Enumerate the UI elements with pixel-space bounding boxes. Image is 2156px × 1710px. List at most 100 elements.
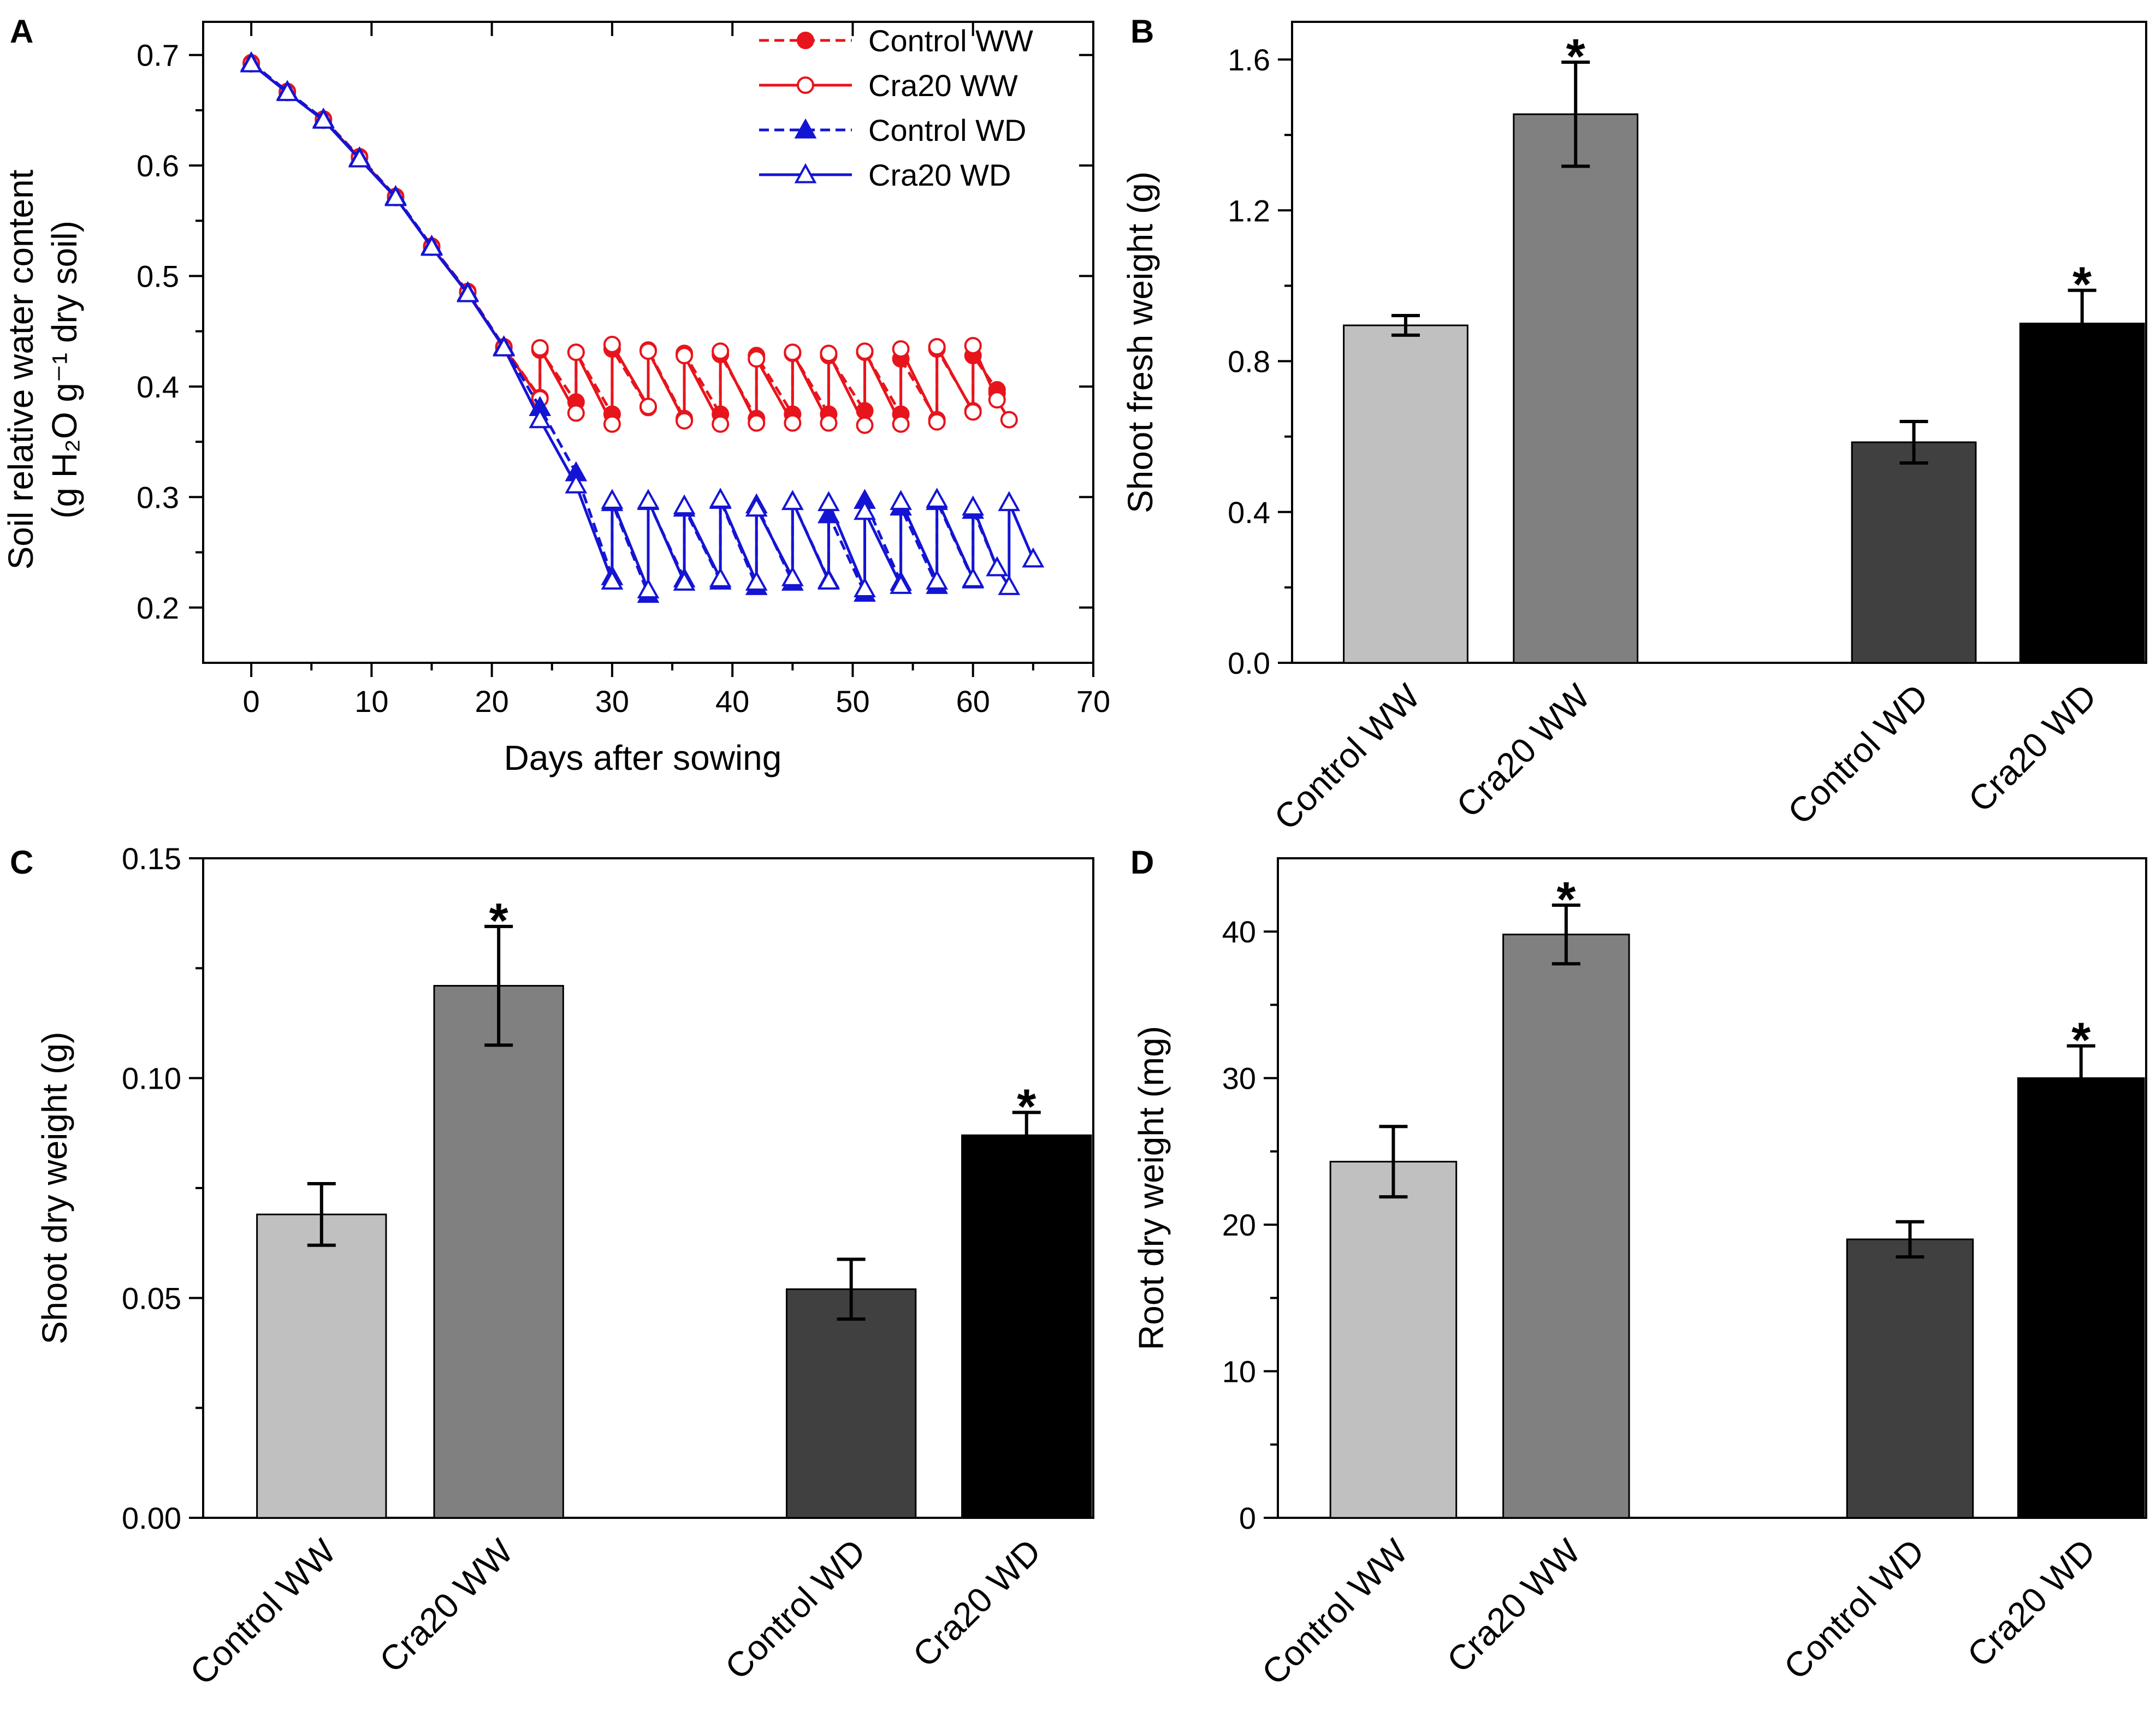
x-tick-label: 20 — [475, 684, 509, 719]
data-point — [531, 339, 549, 357]
data-point — [420, 235, 443, 256]
data-point — [998, 491, 1021, 512]
data-point — [601, 569, 624, 590]
data-point — [493, 336, 516, 357]
data-point — [276, 81, 299, 102]
data-point — [565, 473, 588, 494]
data-point — [964, 403, 982, 421]
data-point — [748, 350, 766, 368]
data-point — [745, 571, 768, 591]
data-point — [962, 567, 985, 587]
data-point — [637, 489, 660, 509]
data-point — [856, 416, 874, 434]
bar — [1513, 113, 1639, 664]
x-category-label: Cra20 WW — [1449, 676, 1598, 826]
bar-cra20-wd: * Cra20 WD — [905, 1079, 1092, 1675]
data-point — [928, 338, 946, 356]
y-tick-label: 1.6 — [1228, 43, 1270, 77]
bar-cra20-ww: * Cra20 WW — [372, 894, 564, 1680]
y-tick-label: 40 — [1222, 915, 1256, 949]
data-point — [818, 569, 840, 590]
y-tick-label: 0.4 — [137, 370, 179, 404]
plot-frame — [202, 21, 1094, 664]
data-point — [709, 488, 732, 508]
legend-label: Cra20 WW — [868, 68, 1018, 103]
y-tick-label: 0.4 — [1228, 495, 1270, 530]
data-point — [986, 556, 1009, 577]
plot-frame — [1277, 857, 2147, 1519]
data-point — [820, 414, 838, 432]
data-point — [818, 491, 840, 512]
data-point — [998, 575, 1021, 595]
panel-label: D — [1130, 844, 1154, 881]
bar-control-ww: Control WW — [1254, 1125, 1458, 1693]
bar-cra20-ww: * Cra20 WW — [1440, 872, 1630, 1680]
data-point — [892, 340, 910, 358]
y-axis-title: Soil relative water content — [1, 169, 40, 569]
bar-control-wd: Control WD — [1776, 1220, 1974, 1687]
data-point — [890, 574, 912, 594]
bar — [433, 985, 564, 1519]
y-axis-title: Shoot fresh weight (g) — [1121, 171, 1160, 513]
panel-label: B — [1130, 13, 1154, 50]
data-point — [673, 571, 696, 591]
y-axis-title: Shoot dry weight (g) — [35, 1032, 74, 1345]
bar — [785, 1288, 917, 1519]
y-tick-label: 10 — [1222, 1355, 1256, 1389]
x-tick-label: 10 — [354, 684, 388, 719]
bar — [256, 1213, 387, 1519]
y-axis-title-units: (g H₂O g⁻¹ dry soil) — [45, 221, 84, 519]
bar-control-ww: Control WW — [182, 1181, 387, 1693]
data-point — [712, 415, 730, 433]
x-tick-label: 30 — [595, 684, 629, 719]
data-point — [637, 578, 660, 599]
y-tick-label: 0.7 — [137, 38, 179, 73]
data-point — [745, 496, 768, 517]
data-point — [854, 577, 876, 597]
data-point — [892, 415, 910, 433]
bar — [1846, 1238, 1974, 1519]
legend-marker — [797, 76, 814, 94]
legend-item: Control WW — [759, 23, 1033, 58]
data-point — [781, 566, 804, 586]
x-category-label: Control WD — [718, 1531, 873, 1687]
data-point — [639, 397, 657, 415]
legend-label: Control WD — [868, 113, 1026, 147]
significance-marker: * — [1556, 872, 1575, 927]
y-tick-label: 0.8 — [1228, 345, 1270, 379]
x-category-label: Cra20 WD — [905, 1531, 1049, 1675]
data-point — [603, 415, 621, 433]
x-category-label: Control WW — [182, 1531, 343, 1693]
data-point — [781, 490, 804, 510]
significance-marker: * — [2072, 258, 2092, 312]
data-point — [1022, 547, 1045, 568]
x-tick-label: 50 — [836, 684, 869, 719]
x-axis-title: Days after sowing — [504, 738, 782, 777]
bar-control-wd: Control WD — [718, 1257, 917, 1687]
bar — [1502, 934, 1630, 1519]
legend-label: Control WW — [868, 23, 1033, 58]
data-point — [962, 495, 985, 516]
bar — [961, 1134, 1092, 1519]
bar — [1851, 441, 1977, 664]
data-point — [240, 52, 263, 73]
x-category-label: Control WD — [1776, 1531, 1932, 1687]
bar-control-wd: Control WD — [1780, 420, 1977, 832]
panel-d: D 0 10 20 30 40 Root dry weight (mg) Control WW… — [1130, 844, 2147, 1693]
data-point — [348, 147, 371, 168]
x-category-label: Control WW — [1266, 676, 1428, 838]
legend-marker — [797, 32, 814, 49]
data-point — [601, 489, 624, 509]
legend-marker — [794, 163, 817, 183]
series-control-ww — [242, 54, 1006, 429]
series-cra20-wd — [240, 52, 1045, 599]
y-tick-label: 1.2 — [1228, 193, 1270, 228]
plot-frame — [1291, 21, 2147, 664]
data-point — [673, 494, 696, 515]
bar — [2019, 322, 2145, 664]
data-point — [312, 109, 335, 129]
legend-item: Cra20 WD — [759, 158, 1011, 192]
y-tick-label: 0.6 — [137, 149, 179, 183]
data-point — [926, 488, 949, 508]
